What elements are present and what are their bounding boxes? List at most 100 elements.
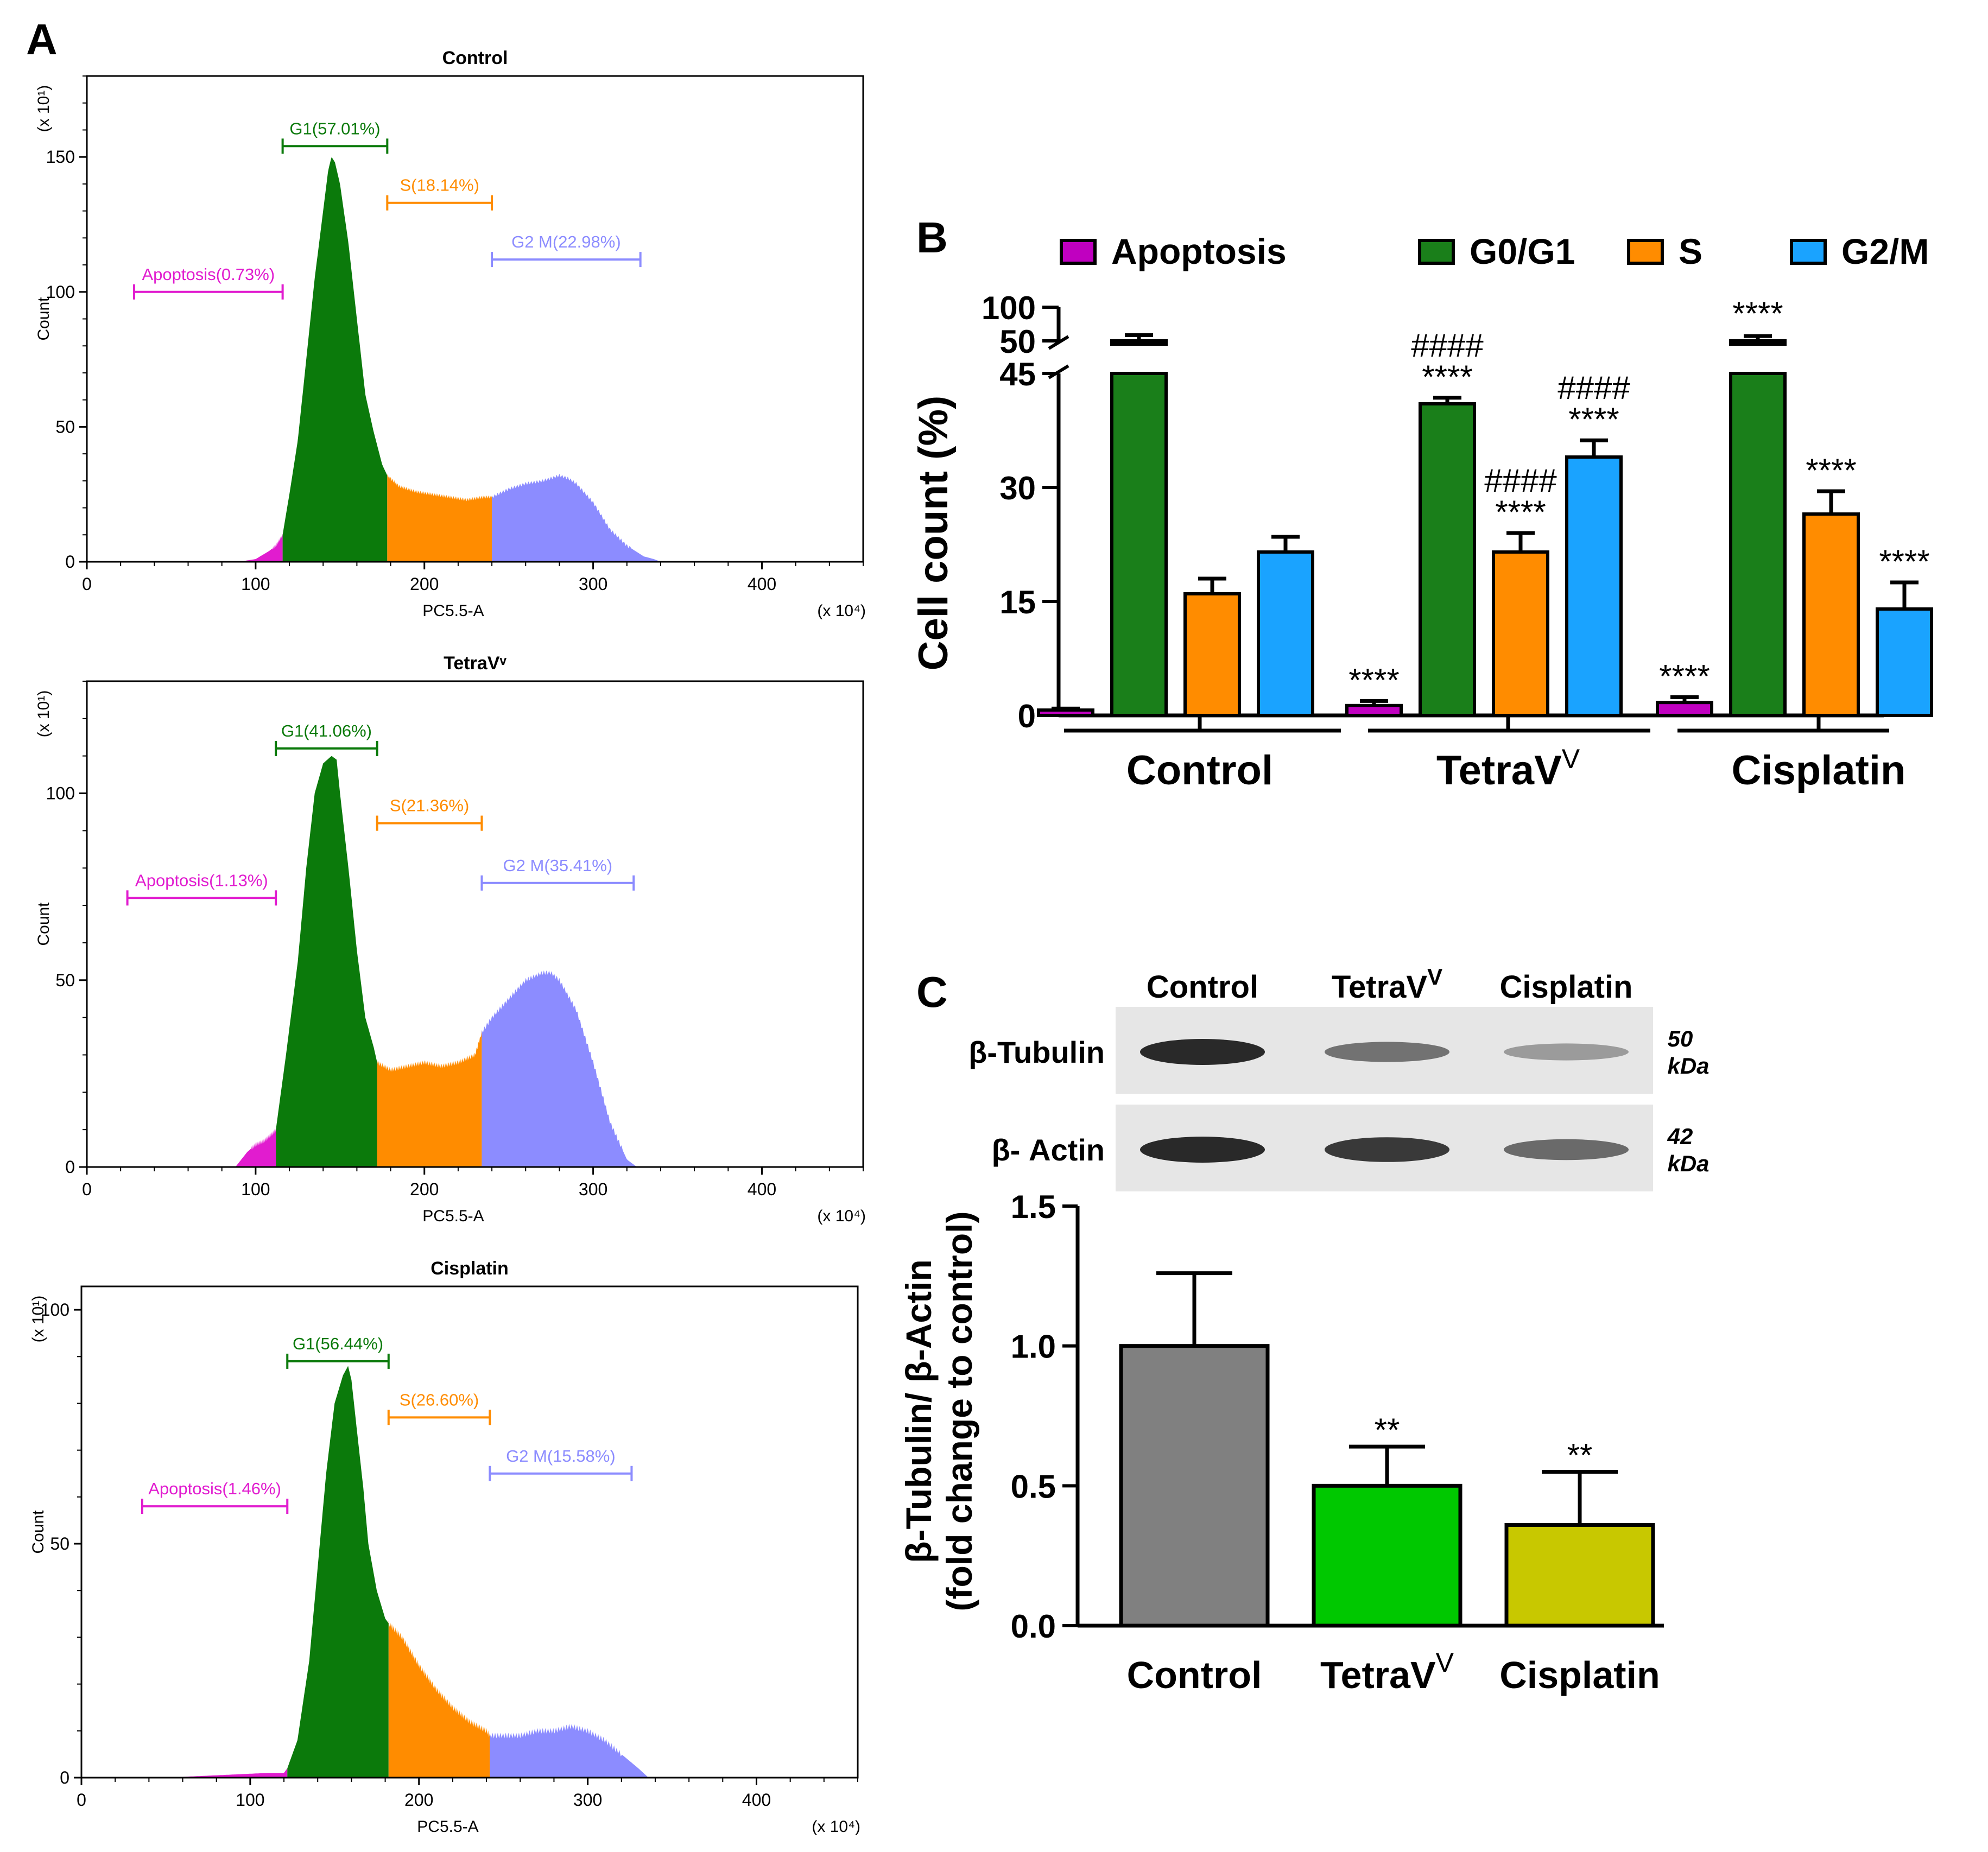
row-label: β-Tubulin [968,1035,1105,1069]
row-label: β- Actin [992,1133,1105,1167]
y-tick-label: 100 [41,1300,69,1320]
bar-g0g1-1: ****#### [1411,327,1484,717]
bar [1119,1344,1270,1628]
x-tick-label: 400 [748,1179,776,1199]
x-tick-label: 400 [748,574,776,594]
y-tick-label: 1.0 [1011,1329,1056,1365]
bar [1876,607,1933,717]
y-axis-title: Count [35,902,53,946]
histogram-region-apoptosis [166,1768,288,1778]
blot-band [1140,1039,1265,1065]
significance-label: ** [1375,1412,1400,1448]
category-name: Control [1127,1654,1262,1696]
gate-label: Apoptosis(1.46%) [148,1479,281,1498]
y-tick-label: 0.0 [1011,1608,1056,1645]
bar-control [1119,1271,1270,1628]
bar [1110,372,1168,717]
y-axis-title-line2: (fold change to control) [939,1212,979,1612]
lane-header: TetraVV [1332,964,1442,1005]
legend-swatch [1627,239,1664,265]
lane-superscript: V [1427,964,1442,990]
bar-s-1: ****#### [1484,462,1557,717]
bar [1492,550,1549,717]
x-tick-label: 300 [579,1179,607,1199]
bar-upper-segment [1110,339,1168,346]
y-multiplier: (x 10¹) [29,1296,47,1343]
y-tick-label: 0 [1018,698,1036,734]
bar-tetrav: ** [1312,1412,1462,1628]
gate-marker-apoptosis: Apoptosis(1.46%) [141,1479,289,1514]
bar-cisplatin: ** [1504,1437,1655,1628]
gate-marker-g2m: G2 M(22.98%) [491,232,642,268]
blot-band [1140,1137,1265,1163]
bar [1565,455,1623,717]
x-axis-title: PC5.5-A [422,602,484,620]
gate-marker-s: S(26.60%) [387,1390,491,1425]
bar [1312,1483,1462,1628]
category-label: Control [1127,1654,1262,1696]
y-tick-label: 45 [999,356,1036,392]
y-axis-title: Count [29,1510,47,1554]
legend-swatch [1418,239,1455,265]
bar [1504,1523,1655,1628]
gate-label: Apoptosis(0.73%) [142,265,275,284]
bar [1802,512,1860,717]
gate-label: G2 M(35.41%) [503,856,613,875]
blot-band [1325,1042,1449,1062]
x-tick-label: 100 [236,1790,264,1810]
category-label: Cisplatin [1499,1654,1660,1696]
gate-label: G2 M(22.98%) [511,232,621,251]
x-multiplier: (x 10⁴) [812,1818,860,1836]
histogram-region-apoptosis [235,1127,276,1167]
y-tick-label: 1.5 [1011,1189,1056,1225]
y-tick-label: 100 [46,282,75,302]
gate-label: Apoptosis(1.13%) [135,871,268,890]
significance-label: **** [1495,494,1546,530]
gate-marker-s: S(18.14%) [386,176,493,211]
bar [1729,372,1787,717]
plot-frame [86,680,864,1168]
category-name: TetraV [1320,1654,1436,1696]
x-tick-label: 0 [82,574,92,594]
y-tick-label: 0 [60,1768,69,1787]
x-tick-label: 100 [241,574,270,594]
x-axis-title: PC5.5-A [422,1207,484,1225]
significance-label: #### [1411,327,1484,364]
significance-label: ** [1567,1437,1593,1474]
y-tick-label: 100 [982,290,1036,326]
category-label: TetraVV [1320,1647,1454,1696]
category-name: Cisplatin [1499,1654,1660,1696]
histogram-region-s [387,473,492,562]
significance-label: **** [1659,658,1710,694]
category-superscript: V [1562,744,1580,774]
x-multiplier: (x 10⁴) [817,1207,866,1225]
significance-label: **** [1806,452,1856,489]
kda-number: 50 [1668,1026,1693,1051]
legend-label: Apoptosis [1111,231,1287,271]
gate-marker-g2m: G2 M(35.41%) [480,856,635,891]
category-superscript: V [1436,1647,1454,1678]
histogram-region-g2m [482,970,637,1167]
gate-marker-g1: G1(57.01%) [281,119,389,154]
legend-swatch [1060,239,1097,265]
y-tick-label: 150 [46,147,75,167]
bar-g0g1-0 [1110,333,1168,717]
x-tick-label: 0 [82,1179,92,1199]
bar-g2m-0 [1257,535,1314,717]
y-tick-label: 100 [46,784,75,803]
bar-g0g1-2: **** [1729,295,1787,717]
lane-name: TetraV [1332,969,1428,1005]
histogram-title: Cisplatin [430,1258,509,1279]
lane-name: Cisplatin [1500,969,1633,1005]
x-tick-label: 0 [77,1790,86,1810]
histogram-region-s [377,1030,482,1167]
gate-marker-g1: G1(41.06%) [275,721,378,756]
histogram-control: Control Apoptosis(0.73%) G1(57.01%) S(18.14… [35,48,866,620]
histogram-title: TetraVᵛ [444,653,507,674]
gate-label: S(26.60%) [400,1390,479,1409]
histogram-region-apoptosis [238,533,283,562]
bar [1037,708,1094,717]
lane-header: Cisplatin [1500,969,1633,1005]
